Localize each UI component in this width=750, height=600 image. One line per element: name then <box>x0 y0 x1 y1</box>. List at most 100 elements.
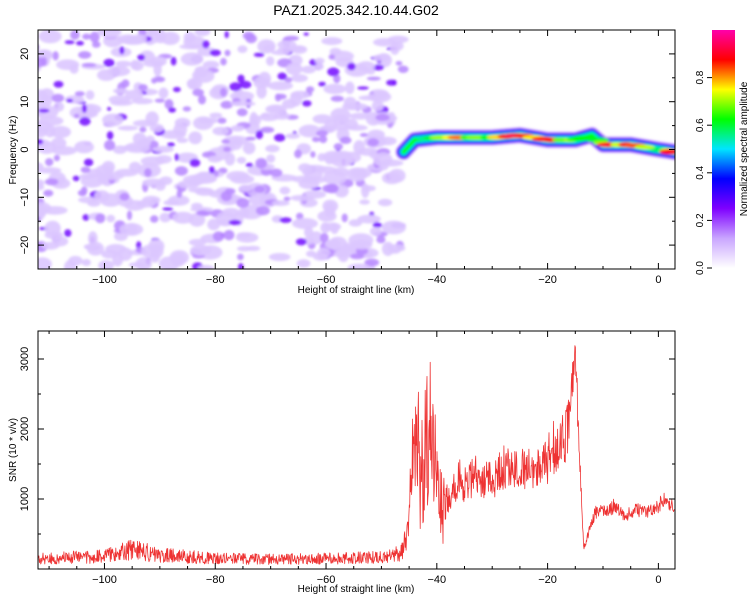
spectrogram-noise-blob <box>329 47 342 56</box>
spectrogram-noise-blob <box>164 99 174 110</box>
spectrogram-noise-blob <box>339 136 352 144</box>
spectrogram-noise-blob <box>279 186 291 195</box>
spectrogram-noise-blob <box>124 89 144 101</box>
spectrogram-y-label: Frequency (Hz) <box>8 116 19 185</box>
spectrogram-noise-blob <box>78 51 92 59</box>
spectrogram-noise-blob <box>76 40 84 46</box>
spectrogram-noise-blob <box>381 220 406 235</box>
spectrogram-noise-blob <box>279 217 292 224</box>
spectrogram-noise-blob <box>314 57 325 64</box>
spectrogram-noise-blob <box>94 190 110 202</box>
spectrogram-y-tick-label: 0 <box>19 146 31 152</box>
spectrogram-noise-blob <box>85 90 95 100</box>
spectrogram-noise-blob <box>198 94 206 105</box>
spectrogram-noise-blob <box>237 253 244 261</box>
spectrogram-noise-blob <box>236 197 250 208</box>
snr-x-tick-label: −80 <box>206 574 225 586</box>
spectrogram-noise-blob <box>44 124 56 138</box>
spectrogram-noise-blob <box>112 252 124 267</box>
snr-x-label: Height of straight line (km) <box>298 584 415 595</box>
spectrogram-noise-blob <box>332 114 349 126</box>
spectrogram-noise-blob <box>284 35 299 41</box>
snr-panel: −100 −80 −60 −40 −20 0 1000 2000 3000 Height of… <box>8 330 676 595</box>
spectrogram-noise-blob <box>132 97 154 105</box>
spectrogram-noise-blob <box>83 158 94 167</box>
spectrogram-noise-blob <box>87 200 101 207</box>
spectrogram-noise-blob <box>341 213 348 223</box>
spectrogram-noise-blob <box>268 253 291 261</box>
spectrogram-noise-blob <box>192 70 201 81</box>
spectrogram-noise-blob <box>367 138 379 147</box>
snr-x-tick-label: −60 <box>317 574 336 586</box>
spectrogram-noise-blob <box>179 44 206 50</box>
spectrogram-noise-blob <box>333 250 350 258</box>
spectrogram-noise-blob <box>239 80 252 89</box>
colorbar-label: Normalized spectral amplitude <box>739 81 750 216</box>
spectrogram-noise-blob <box>317 210 337 222</box>
spectrogram-noise-blob <box>108 95 131 104</box>
spectrogram-noise-blob <box>81 62 97 67</box>
spectrogram-noise-blob <box>223 229 235 241</box>
spectrogram-noise-blob <box>373 38 396 47</box>
spectrogram-noise-blob <box>302 100 312 107</box>
spectrogram-noise-blob <box>142 178 166 187</box>
spectrogram-noise-blob <box>212 126 229 136</box>
spectrogram-noise-blob <box>31 92 35 95</box>
spectrogram-noise-blob <box>82 33 91 40</box>
spectrogram-noise-blob <box>220 57 227 66</box>
snr-background <box>38 331 675 569</box>
snr-y-tick-label: 1000 <box>19 487 31 511</box>
snr-y-tick-label: 3000 <box>19 347 31 371</box>
spectrogram-noise-blob <box>237 74 245 84</box>
spectrogram-noise-blob <box>345 81 355 95</box>
spectrogram-noise-blob <box>322 199 339 213</box>
spectrogram-noise-blob <box>295 238 307 246</box>
spectrogram-x-tick-label: −80 <box>206 274 225 286</box>
spectrogram-noise-blob <box>202 40 210 49</box>
spectrogram-noise-blob <box>98 172 124 181</box>
spectrogram-noise-blob <box>139 138 151 148</box>
spectrogram-noise-blob <box>45 158 54 167</box>
spectrogram-noise-blob <box>173 86 181 93</box>
spectrogram-noise-blob <box>117 125 139 131</box>
snr-x-tick-label: 0 <box>655 574 661 586</box>
spectrogram-noise-blob <box>190 206 214 212</box>
spectrogram-noise-blob <box>173 123 188 136</box>
snr-y-label: SNR (10 * v/v) <box>8 418 19 482</box>
spectrogram-noise-blob <box>170 56 177 66</box>
spectrogram-noise-blob <box>64 229 72 238</box>
spectrogram-noise-blob <box>273 112 291 120</box>
spectrogram-noise-blob <box>366 76 381 81</box>
spectrogram-noise-blob <box>193 116 214 130</box>
spectrogram-noise-blob <box>43 189 54 197</box>
spectrogram-noise-blob <box>70 30 80 40</box>
spectrogram-noise-blob <box>126 210 133 221</box>
spectrogram-noise-blob <box>315 63 324 70</box>
spectrogram-noise-blob <box>153 145 174 153</box>
spectrogram-noise-blob <box>162 207 174 211</box>
spectrogram-x-tick-label: −60 <box>317 274 336 286</box>
spectrogram-noise-blob <box>350 253 365 260</box>
spectrogram-noise-blob <box>38 30 62 44</box>
spectrogram-noise-blob <box>373 152 393 167</box>
spectrogram-noise-blob <box>298 178 320 190</box>
colorbar-bar <box>712 30 735 268</box>
snr-y-tick-label: 2000 <box>19 417 31 441</box>
spectrogram-noise-blob <box>53 154 61 162</box>
spectrogram-noise-blob <box>347 124 368 131</box>
spectrogram-noise-blob <box>347 263 371 269</box>
spectrogram-signal-ridge <box>395 127 675 160</box>
spectrogram-noise-blob <box>177 180 200 189</box>
spectrogram-noise-blob <box>376 235 386 244</box>
spectrogram-noise-blob <box>89 31 100 43</box>
spectrogram-noise-blob <box>167 195 190 206</box>
spectrogram-noise-blob <box>38 108 50 113</box>
spectrogram-noise-blob <box>135 257 152 269</box>
spectrogram-y-tick-label: −10 <box>19 188 31 207</box>
spectrogram-noise-blob <box>304 164 327 173</box>
spectrogram-noise-blob <box>66 98 74 103</box>
colorbar: 0.0 0.2 0.4 0.6 0.8 Normalized spectral ampl… <box>695 30 750 275</box>
spectrogram-noise-blob <box>103 58 115 67</box>
colorbar-tick-label: 0.6 <box>695 118 706 132</box>
spectrogram-noise-blob <box>174 153 179 161</box>
